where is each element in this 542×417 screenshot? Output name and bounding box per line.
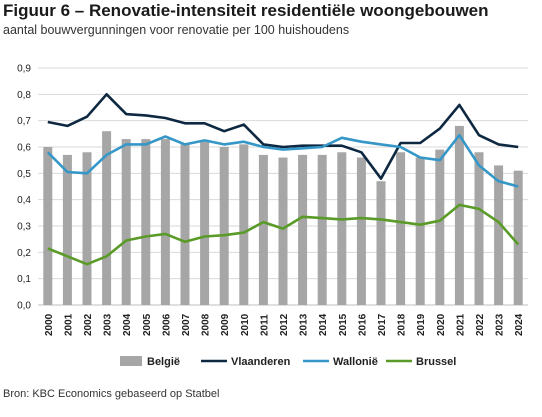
- bar-belgie: [219, 147, 229, 305]
- bar-belgie: [200, 141, 210, 305]
- bar-belgie: [317, 154, 327, 305]
- x-tick-label: 2022: [475, 313, 486, 336]
- bar-belgie: [102, 131, 112, 305]
- bar-belgie: [160, 139, 170, 305]
- legend-swatch-belgie: [120, 356, 142, 366]
- y-tick-label: 0,9: [17, 64, 31, 75]
- bar-belgie: [415, 157, 425, 305]
- x-tick-label: 2023: [495, 313, 506, 336]
- x-tick-label: 2018: [397, 313, 408, 336]
- bar-belgie: [435, 149, 445, 305]
- x-tick-label: 2019: [416, 313, 427, 336]
- bar-belgie: [180, 144, 190, 305]
- bar-belgie: [474, 152, 484, 305]
- bar-series: [43, 125, 523, 305]
- source-note: Bron: KBC Economics gebaseerd op Statbel: [3, 388, 220, 400]
- legend-label-vlaanderen: Vlaanderen: [231, 356, 291, 368]
- x-tick-label: 2001: [63, 313, 74, 336]
- x-tick-label: 2005: [142, 313, 153, 336]
- x-tick-label: 2010: [240, 313, 251, 336]
- bar-belgie: [121, 139, 131, 305]
- y-tick-label: 0,3: [17, 222, 31, 233]
- x-tick-label: 2003: [103, 313, 114, 336]
- bar-belgie: [454, 125, 464, 305]
- chart-subtitle: aantal bouwvergunningen voor renovatie p…: [3, 23, 350, 37]
- bar-belgie: [141, 139, 151, 305]
- x-tick-label: 2011: [259, 314, 270, 336]
- bar-belgie: [356, 157, 366, 305]
- line-brussel: [47, 203, 520, 266]
- x-tick-label: 2007: [181, 313, 192, 336]
- x-tick-label: 2021: [455, 313, 466, 336]
- x-tick-label: 2016: [357, 313, 368, 336]
- line-series: [46, 93, 520, 266]
- y-tick-label: 0,8: [17, 90, 31, 101]
- y-tick-label: 0,1: [17, 274, 31, 285]
- bar-belgie: [513, 170, 523, 305]
- bar-belgie: [337, 152, 347, 305]
- y-tick-label: 0,7: [17, 116, 31, 127]
- bar-belgie: [278, 157, 288, 305]
- x-tick-label: 2008: [201, 313, 212, 336]
- page-title: Figuur 6 – Renovatie-intensiteit residen…: [3, 1, 489, 20]
- bar-belgie: [62, 154, 72, 305]
- x-tick-label: 2000: [44, 313, 55, 336]
- bar-belgie: [258, 154, 268, 305]
- bar-belgie: [494, 165, 504, 305]
- bar-belgie: [43, 147, 53, 305]
- y-tick-label: 0,4: [17, 195, 31, 206]
- y-tick-label: 0,5: [17, 169, 31, 180]
- x-tick-label: 2012: [279, 313, 290, 336]
- bar-belgie: [396, 152, 406, 305]
- x-tick-label: 2002: [83, 313, 94, 336]
- x-tick-label: 2024: [514, 313, 525, 336]
- bar-belgie: [298, 154, 308, 305]
- x-tick-label: 2015: [338, 313, 349, 336]
- x-tick-label: 2006: [161, 313, 172, 336]
- bar-belgie: [82, 152, 92, 305]
- line-wallonie: [46, 133, 519, 188]
- x-tick-label: 2014: [318, 313, 329, 336]
- y-tick-label: 0,0: [17, 301, 31, 312]
- x-tick-label: 2020: [436, 313, 447, 336]
- x-tick-label: 2009: [220, 313, 231, 336]
- x-tick-label: 2004: [122, 313, 133, 336]
- x-axis: 2000 2001 2002 2003 2004 2005 2006 2007 2008 2009…: [44, 313, 525, 336]
- bar-belgie: [376, 181, 386, 305]
- bar-belgie: [239, 144, 249, 305]
- y-tick-label: 0,2: [17, 248, 31, 259]
- y-tick-label: 0,6: [17, 143, 31, 154]
- legend: België Vlaanderen Wallonië Brussel: [120, 356, 456, 368]
- legend-label-wallonie: Wallonië: [333, 356, 378, 368]
- legend-label-belgie: België: [147, 356, 180, 368]
- legend-label-brussel: Brussel: [416, 356, 456, 368]
- y-axis: 0,0 0,1 0,2 0,3 0,4 0,5 0,6 0,7 0,8 0,9: [17, 64, 31, 312]
- line-vlaanderen: [47, 93, 519, 180]
- x-tick-label: 2013: [299, 313, 310, 336]
- x-tick-label: 2017: [377, 313, 388, 336]
